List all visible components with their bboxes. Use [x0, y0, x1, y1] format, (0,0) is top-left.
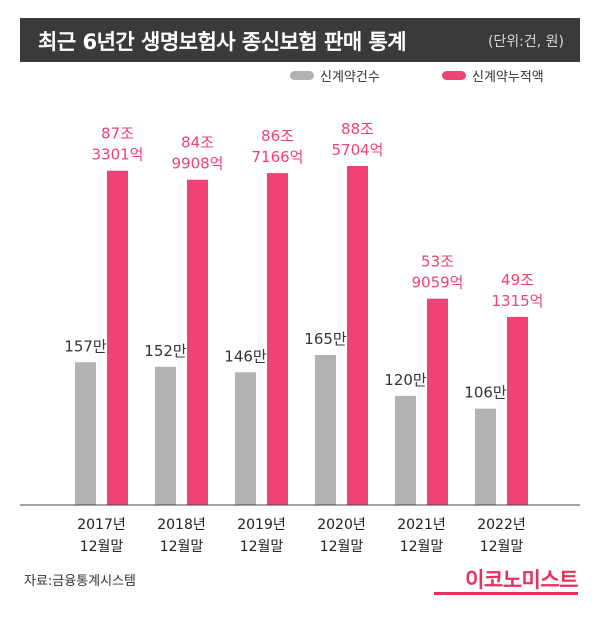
category-label-year-0: 2017년 [77, 517, 126, 533]
amount-value-label-bottom-0: 3301억 [92, 146, 144, 164]
legend-label-amount: 신계약누적액 [472, 69, 544, 85]
title-bar: 최근 6년간 생명보험사 종신보험 판매 통계 (단위:건, 원) [20, 18, 580, 62]
legend-swatch-amount [442, 70, 466, 80]
amount-bar-5 [507, 316, 528, 505]
amount-bar-3 [347, 166, 368, 505]
contracts-value-label-3: 165만 [304, 330, 347, 348]
contracts-value-label-4: 120만 [384, 371, 427, 389]
source-note: 자료:금융통계시스템 [24, 574, 137, 589]
amount-value-label-bottom-1: 9908억 [172, 155, 224, 173]
amount-value-label-top-3: 88조 [341, 120, 374, 138]
category-label-year-4: 2021년 [397, 517, 446, 533]
amount-value-label-bottom-3: 5704억 [332, 141, 384, 159]
amount-value-label-top-0: 87조 [101, 125, 134, 143]
contracts-value-label-2: 146만 [224, 347, 267, 365]
contracts-value-label-1: 152만 [144, 342, 187, 360]
legend-label-contracts: 신계약건수 [320, 69, 380, 85]
contracts-value-label-0: 157만 [64, 337, 107, 355]
contracts-value-label-5: 106만 [464, 384, 507, 402]
legend-item-contracts: 신계약건수 [290, 66, 380, 85]
category-label-month-0: 12월말 [80, 539, 124, 555]
amount-value-label-top-5: 49조 [501, 271, 534, 289]
amount-bar-1 [187, 179, 208, 505]
unit-note: (단위:건, 원) [487, 34, 564, 50]
amount-value-label-bottom-4: 9059억 [412, 274, 464, 292]
amount-value-label-bottom-5: 1315억 [492, 292, 544, 310]
contracts-bar-1 [155, 366, 176, 505]
amount-value-label-top-4: 53조 [421, 253, 454, 271]
category-label-month-4: 12월말 [400, 539, 444, 555]
amount-bar-2 [267, 173, 288, 506]
category-label-year-5: 2022년 [477, 517, 526, 533]
category-label-month-5: 12월말 [480, 539, 524, 555]
brand-underline [434, 592, 578, 595]
legend-item-amount: 신계약누적액 [442, 66, 544, 85]
amount-value-label-bottom-2: 7166억 [252, 148, 304, 166]
amount-value-label-top-2: 86조 [261, 127, 294, 145]
chart-title: 최근 6년간 생명보험사 종신보험 판매 통계 [38, 30, 407, 54]
category-label-month-2: 12월말 [240, 539, 284, 555]
amount-value-label-top-1: 84조 [181, 134, 214, 152]
legend-swatch-contracts [290, 70, 314, 80]
category-label-month-1: 12월말 [160, 539, 204, 555]
amount-bar-4 [427, 298, 448, 505]
contracts-bar-4 [395, 395, 416, 505]
category-label-year-2: 2019년 [237, 517, 286, 533]
contracts-bar-3 [315, 355, 336, 505]
amount-bar-0 [107, 170, 128, 506]
category-label-month-3: 12월말 [320, 539, 364, 555]
category-label-year-1: 2018년 [157, 517, 206, 533]
contracts-bar-0 [75, 362, 96, 505]
category-label-year-3: 2020년 [317, 517, 366, 533]
contracts-bar-2 [235, 372, 256, 505]
contracts-bar-5 [475, 408, 496, 505]
brand-logo: 이코노미스트 [465, 568, 578, 592]
